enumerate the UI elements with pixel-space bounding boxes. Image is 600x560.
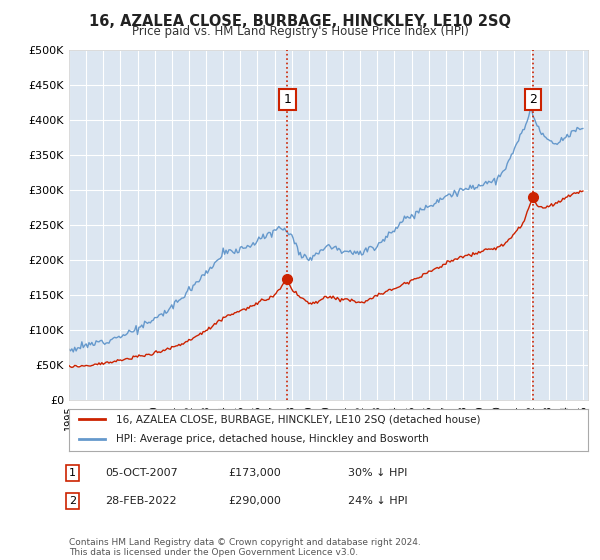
Text: 2: 2 bbox=[69, 496, 76, 506]
Text: Contains HM Land Registry data © Crown copyright and database right 2024.
This d: Contains HM Land Registry data © Crown c… bbox=[69, 538, 421, 557]
Text: 16, AZALEA CLOSE, BURBAGE, HINCKLEY, LE10 2SQ: 16, AZALEA CLOSE, BURBAGE, HINCKLEY, LE1… bbox=[89, 14, 511, 29]
Text: 24% ↓ HPI: 24% ↓ HPI bbox=[348, 496, 407, 506]
Text: £290,000: £290,000 bbox=[228, 496, 281, 506]
Text: HPI: Average price, detached house, Hinckley and Bosworth: HPI: Average price, detached house, Hinc… bbox=[116, 434, 428, 444]
Text: 1: 1 bbox=[69, 468, 76, 478]
Text: 1: 1 bbox=[283, 93, 292, 106]
Text: 28-FEB-2022: 28-FEB-2022 bbox=[105, 496, 176, 506]
Text: 30% ↓ HPI: 30% ↓ HPI bbox=[348, 468, 407, 478]
Text: 16, AZALEA CLOSE, BURBAGE, HINCKLEY, LE10 2SQ (detached house): 16, AZALEA CLOSE, BURBAGE, HINCKLEY, LE1… bbox=[116, 414, 480, 424]
Text: £173,000: £173,000 bbox=[228, 468, 281, 478]
Text: Price paid vs. HM Land Registry's House Price Index (HPI): Price paid vs. HM Land Registry's House … bbox=[131, 25, 469, 38]
Text: 2: 2 bbox=[529, 93, 537, 106]
Text: 05-OCT-2007: 05-OCT-2007 bbox=[105, 468, 178, 478]
